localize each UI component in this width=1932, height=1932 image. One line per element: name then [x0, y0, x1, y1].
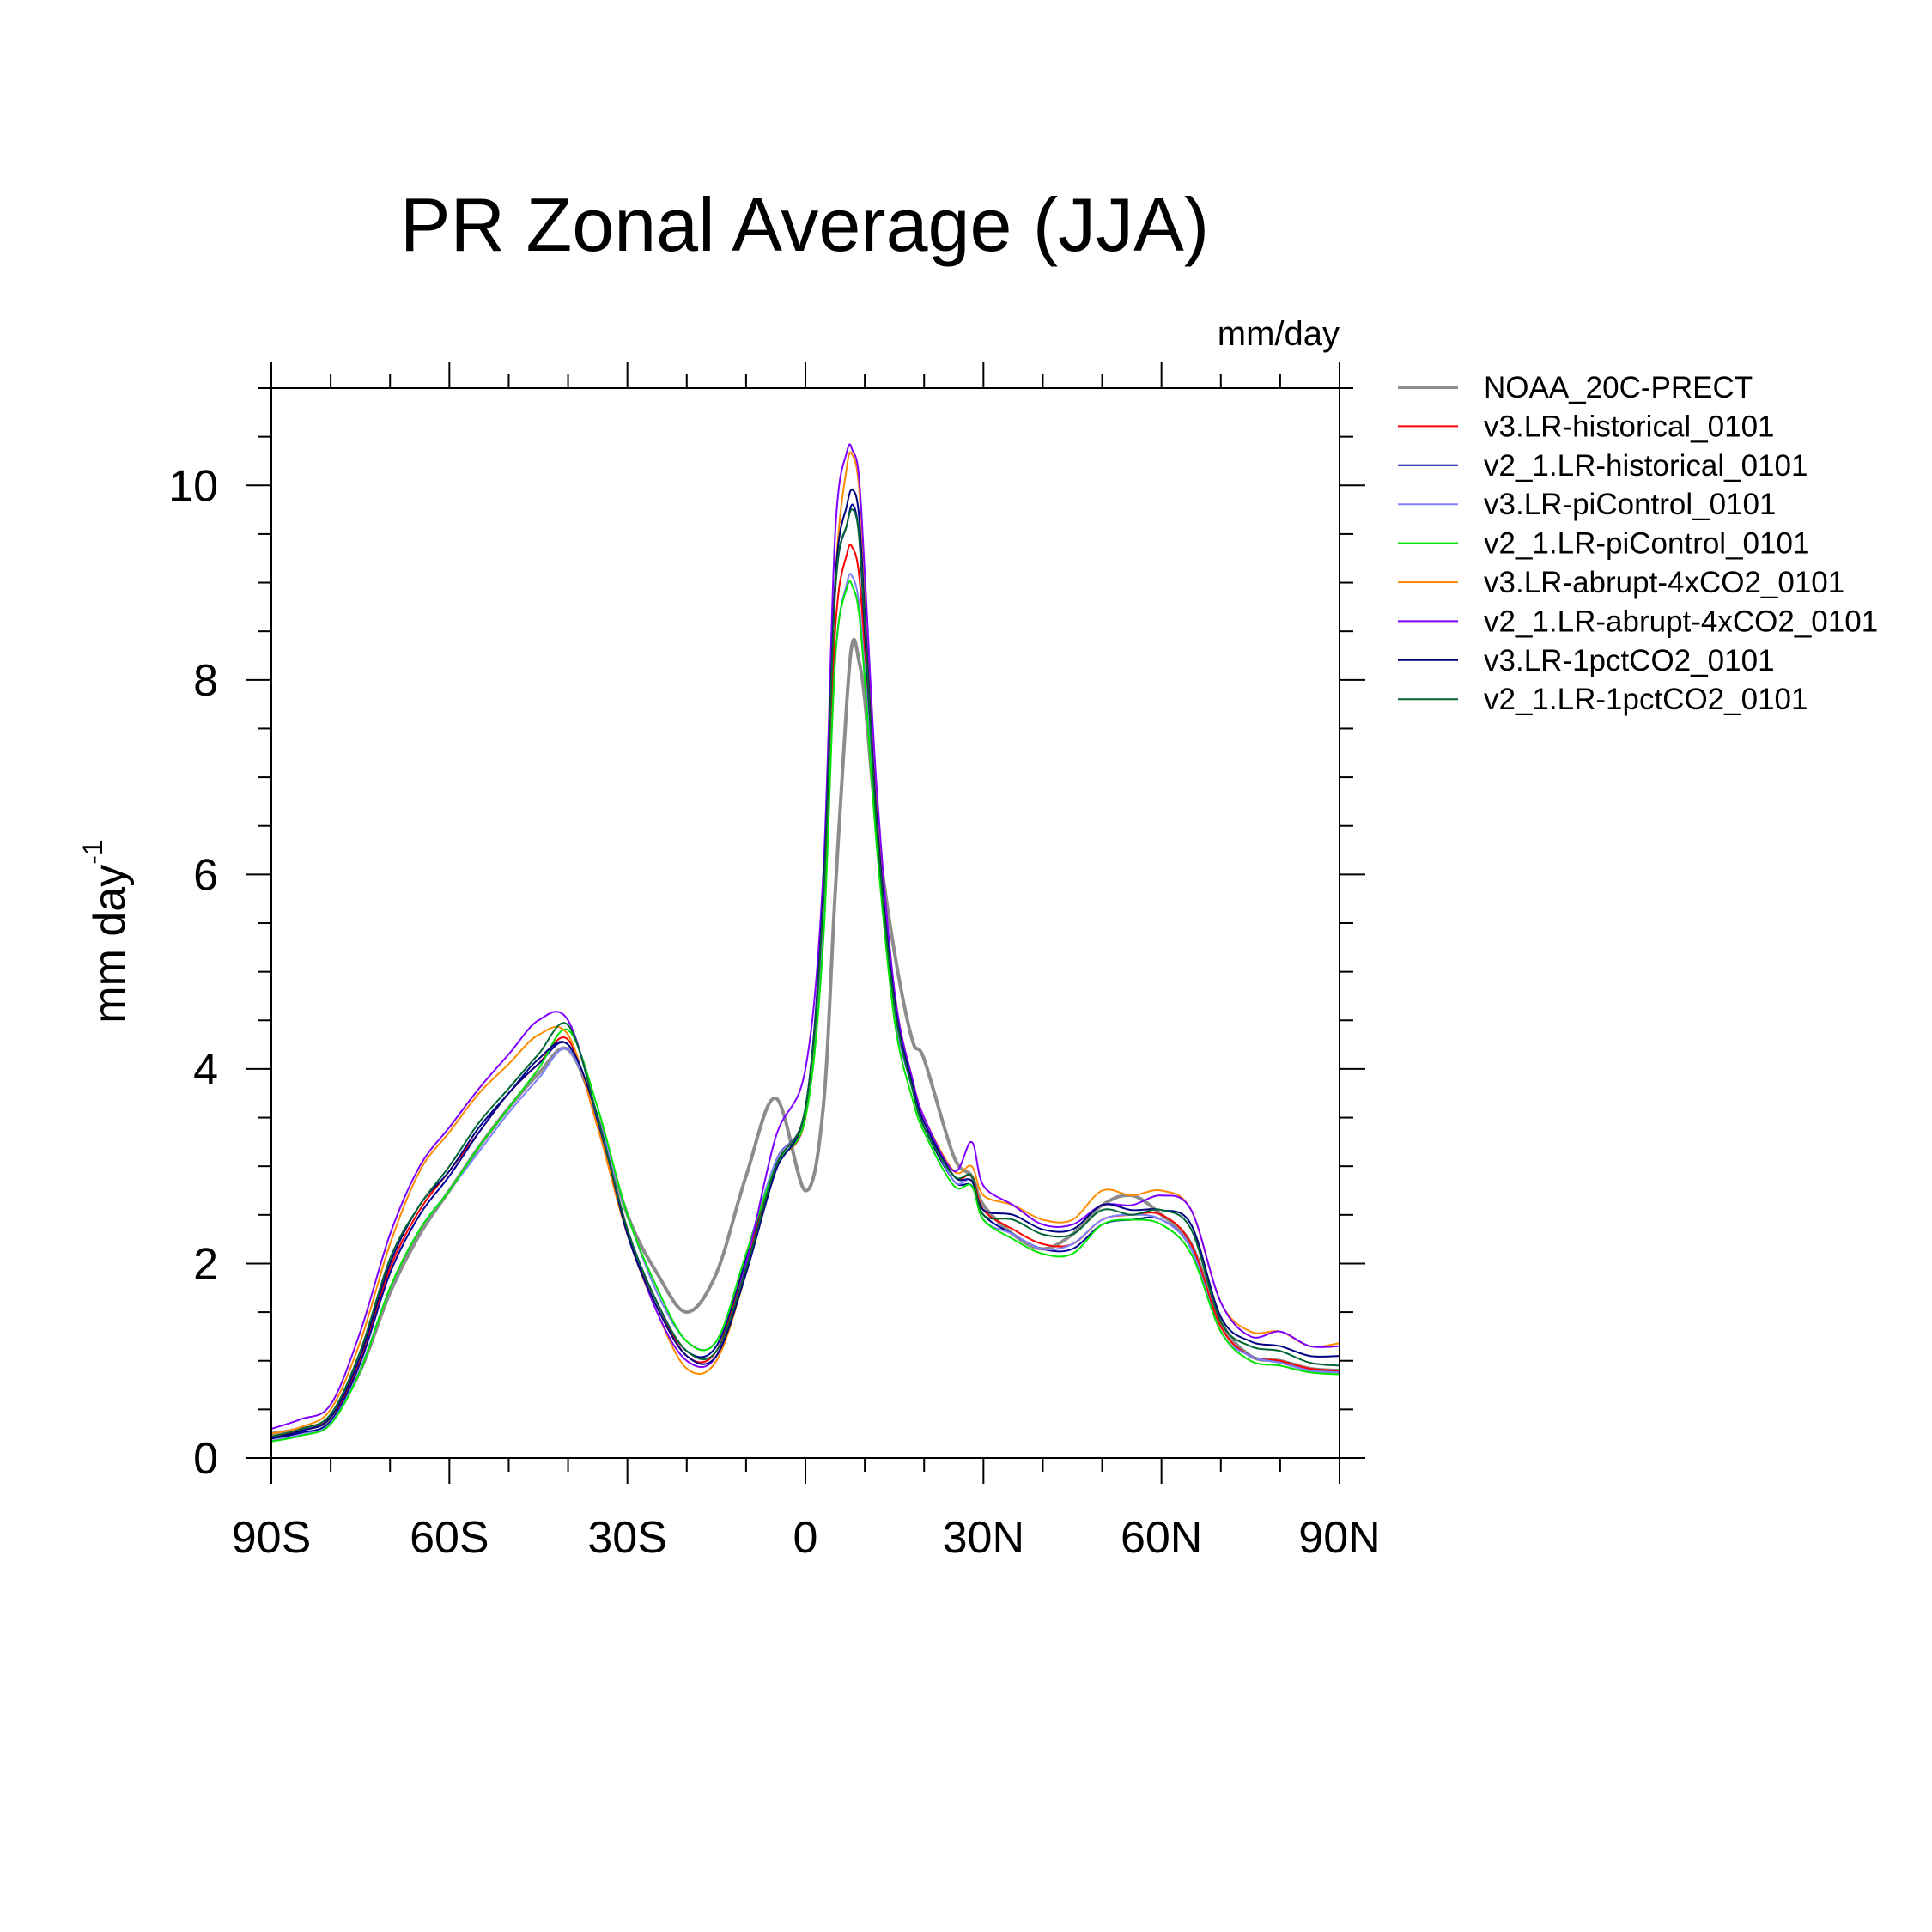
y-tick-label: 8: [193, 656, 218, 706]
x-tick-label: 60S: [410, 1513, 489, 1563]
x-tick-label: 0: [793, 1513, 818, 1563]
y-axis-label: mm day-1: [77, 840, 135, 1023]
y-tick-label: 4: [193, 1045, 218, 1095]
legend-label: v2_1.LR-historical_0101: [1484, 449, 1807, 483]
y-axis-label-superscript: -1: [77, 840, 108, 864]
y-axis-label-text: mm day: [85, 865, 135, 1024]
series-line: [270, 508, 1340, 1438]
series-line: [270, 489, 1340, 1440]
y-tick-label: 0: [193, 1434, 218, 1484]
chart-title: PR Zonal Average (JJA): [400, 182, 1209, 267]
legend-label: v3.LR-1pctCO2_0101: [1484, 644, 1775, 677]
x-tick-label: 60N: [1121, 1513, 1202, 1563]
legend: NOAA_20C-PRECT v3.LR-historical_0101 v2_1.…: [1398, 371, 1878, 716]
x-tick-label: 90N: [1298, 1513, 1380, 1563]
legend-label: v2_1.LR-abrupt-4xCO2_0101: [1484, 605, 1878, 638]
y-tick-label: 10: [168, 461, 218, 511]
x-tick-label: 30S: [587, 1513, 667, 1563]
series-line: [270, 443, 1340, 1430]
legend-label: NOAA_20C-PRECT: [1484, 371, 1753, 404]
plot-frame: [270, 387, 1340, 1459]
series-line: [270, 573, 1340, 1442]
svg-text:mm day-1: mm day-1: [77, 840, 135, 1023]
legend-label: v3.LR-abrupt-4xCO2_0101: [1484, 566, 1844, 599]
legend-label: v3.LR-piControl_0101: [1484, 488, 1776, 521]
units-label: mm/day: [1218, 315, 1340, 353]
legend-label: v3.LR-historical_0101: [1484, 410, 1775, 443]
x-tick-label: 30N: [943, 1513, 1024, 1563]
series-line: [270, 503, 1340, 1440]
legend-label: v2_1.LR-piControl_0101: [1484, 527, 1809, 561]
tick-labels: 90S 60S 30S 0 30N 60N 90N 0 2 4 6 8 10: [168, 461, 1381, 1563]
axis-ticks: [246, 362, 1365, 1484]
series-lines: [270, 443, 1340, 1443]
series-line: [270, 451, 1340, 1435]
legend-label: v2_1.LR-1pctCO2_0101: [1484, 683, 1807, 716]
x-tick-label: 90S: [232, 1513, 312, 1563]
series-line: [270, 580, 1340, 1443]
series-line: [270, 637, 1340, 1436]
series-line: [270, 544, 1340, 1438]
y-tick-label: 2: [193, 1239, 218, 1289]
y-tick-label: 6: [193, 850, 218, 900]
